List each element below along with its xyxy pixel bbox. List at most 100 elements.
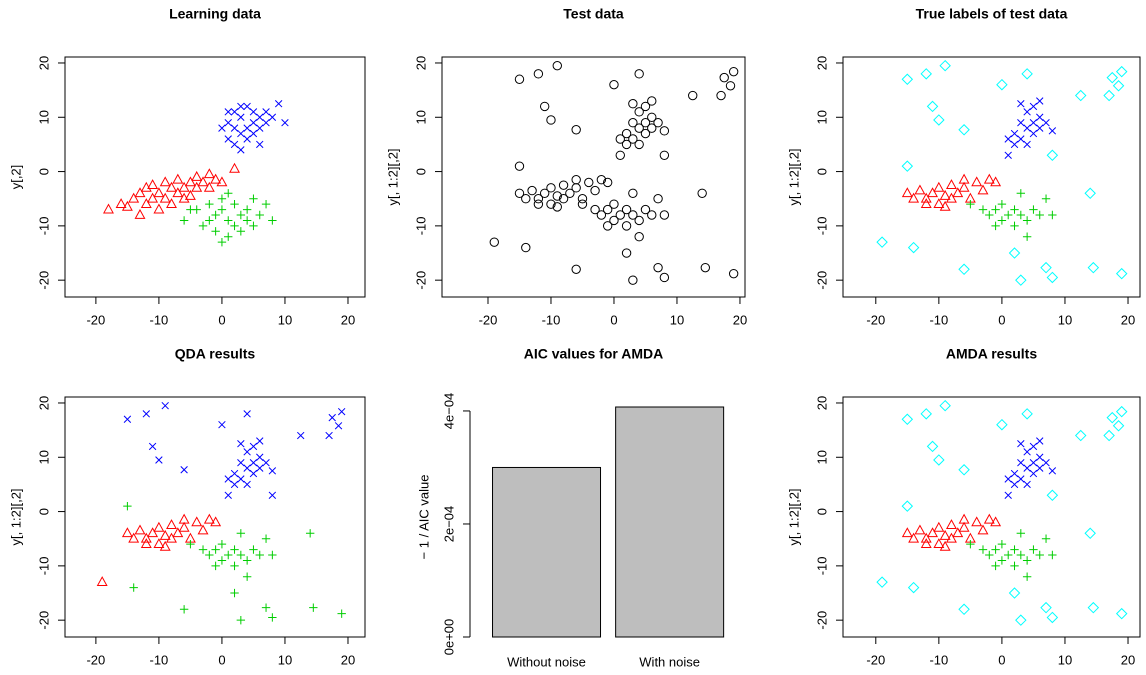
point — [211, 227, 220, 236]
point — [243, 135, 251, 143]
series — [876, 59, 1128, 286]
point — [653, 118, 663, 128]
point — [255, 210, 264, 220]
point — [1036, 124, 1044, 132]
point — [977, 524, 989, 535]
point — [521, 242, 531, 253]
point — [514, 74, 525, 84]
x-tick-label: 20 — [733, 312, 747, 327]
point — [908, 192, 920, 203]
point — [242, 572, 252, 581]
point — [609, 215, 619, 226]
point — [161, 401, 169, 410]
point — [1046, 149, 1059, 162]
point — [1115, 405, 1128, 418]
series — [179, 189, 277, 247]
point — [224, 475, 232, 483]
point — [123, 415, 132, 423]
point — [249, 545, 258, 554]
point — [224, 216, 233, 225]
point — [1022, 572, 1032, 581]
point — [159, 540, 171, 551]
point — [1036, 437, 1044, 445]
y-tick-label: 10 — [36, 110, 51, 124]
point — [489, 237, 499, 247]
point — [236, 615, 246, 625]
point — [237, 102, 245, 111]
x-tick-label: -20 — [479, 312, 498, 327]
point — [172, 187, 184, 198]
point — [546, 199, 556, 209]
point — [134, 524, 146, 535]
point — [184, 176, 196, 187]
point — [634, 69, 644, 79]
point — [1015, 274, 1027, 286]
point — [153, 521, 165, 532]
point — [115, 198, 127, 209]
point — [237, 129, 245, 138]
point — [243, 410, 251, 418]
point — [958, 263, 970, 276]
point — [1021, 408, 1033, 420]
point — [539, 101, 550, 112]
point — [628, 98, 638, 109]
plot-frame — [64, 396, 366, 638]
point — [256, 140, 264, 149]
series — [103, 162, 241, 219]
plot-frame — [64, 56, 366, 298]
point — [1029, 205, 1038, 214]
y-tick-label: 10 — [814, 450, 829, 464]
point — [153, 187, 165, 198]
point — [927, 187, 939, 198]
point — [172, 527, 184, 538]
point — [217, 539, 227, 549]
point — [205, 216, 214, 225]
point — [134, 187, 146, 198]
point — [647, 123, 657, 133]
point — [262, 118, 270, 127]
y-tick-label: 2e−04 — [441, 506, 456, 543]
point — [1115, 607, 1128, 620]
point — [224, 135, 232, 143]
point — [1074, 89, 1087, 102]
point — [552, 60, 562, 71]
x-tick-label: 20 — [1121, 652, 1135, 667]
y-tick-label: 20 — [814, 56, 829, 70]
y-axis-label: y[, 1:2][,2] — [786, 148, 801, 205]
point — [249, 194, 258, 203]
y-tick-label: 0 — [413, 168, 428, 175]
chart-title: QDA results — [175, 346, 256, 362]
point — [907, 581, 920, 594]
point — [901, 413, 914, 426]
point — [1106, 411, 1118, 424]
point — [1004, 550, 1013, 560]
point — [147, 527, 159, 538]
x-tick-label: With noise — [639, 654, 700, 669]
point — [991, 561, 1000, 571]
y-axis-label: y[, 1:2][,2] — [786, 488, 801, 545]
point — [514, 188, 525, 198]
point — [1035, 550, 1044, 560]
y-tick-label: 20 — [36, 396, 51, 410]
point — [1084, 527, 1096, 540]
point — [926, 100, 939, 113]
point — [128, 192, 140, 203]
point — [1010, 545, 1019, 554]
point — [602, 177, 613, 188]
point — [958, 603, 970, 616]
point — [229, 162, 241, 173]
point — [337, 609, 346, 618]
point — [920, 192, 932, 203]
point — [945, 519, 957, 530]
point — [1036, 453, 1044, 461]
point — [978, 545, 988, 554]
point — [514, 161, 525, 171]
y-tick-label: 10 — [413, 110, 428, 124]
point — [1004, 151, 1012, 159]
point — [590, 185, 600, 196]
point — [230, 199, 239, 209]
x-tick-label: -20 — [86, 312, 105, 327]
point — [328, 413, 336, 422]
point — [159, 176, 171, 187]
point — [96, 576, 108, 587]
